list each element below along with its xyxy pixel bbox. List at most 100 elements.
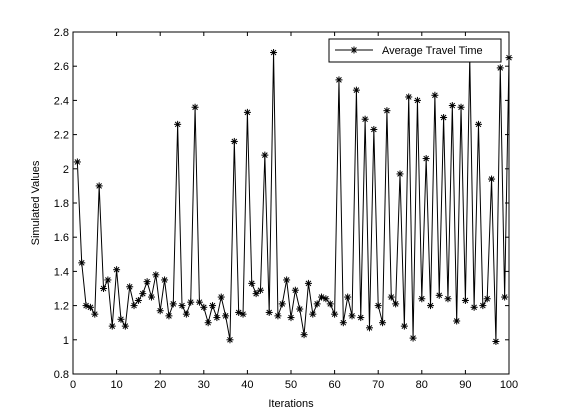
tick-labels: 0 10 20 30 40 50 60 70 80 90 100 0.8 1 1.2 1.4 1.6 1.8 2 2… (54, 27, 518, 391)
data-point (357, 314, 365, 322)
data-point (387, 293, 395, 301)
series-line-average-travel-time (76, 52, 510, 342)
data-point (309, 310, 317, 318)
x-tick-label: 60 (328, 379, 340, 391)
data-point (161, 276, 169, 284)
x-tick-label: 10 (110, 379, 122, 391)
data-point (270, 49, 278, 57)
y-tick-label: 2.2 (54, 130, 69, 142)
data-point (370, 125, 378, 133)
data-point (261, 151, 269, 159)
data-point (287, 314, 295, 322)
data-point (95, 182, 103, 190)
x-tick-label: 80 (416, 379, 428, 391)
data-point (191, 103, 199, 111)
data-point (422, 155, 430, 163)
y-tick-label: 1.6 (54, 232, 69, 244)
data-point (230, 137, 238, 145)
series-layer (73, 49, 513, 346)
data-point (501, 293, 509, 301)
x-axis-label: Iterations (268, 398, 314, 410)
data-point (134, 296, 142, 304)
data-point (73, 158, 81, 166)
data-point (435, 291, 443, 299)
data-point (178, 302, 186, 310)
x-tick-label: 0 (70, 379, 76, 391)
y-tick-label: 1.4 (54, 266, 69, 278)
data-point (296, 305, 304, 313)
x-tick-label: 20 (154, 379, 166, 391)
data-point (182, 310, 190, 318)
data-point (165, 312, 173, 320)
data-point (213, 314, 221, 322)
data-point (348, 312, 356, 320)
data-point (187, 298, 195, 306)
data-point (474, 120, 482, 128)
legend-box (328, 38, 502, 63)
data-point (313, 300, 321, 308)
data-point (104, 276, 112, 284)
data-point (440, 114, 448, 121)
data-point (479, 302, 487, 310)
y-tick-label: 2.6 (54, 61, 69, 73)
data-point (100, 285, 108, 292)
data-point (147, 293, 155, 301)
data-point (256, 286, 264, 294)
data-point (444, 295, 452, 303)
data-point (304, 279, 312, 287)
x-tick-label: 90 (459, 379, 471, 391)
data-point (335, 76, 343, 84)
data-point (200, 303, 208, 311)
y-axis-label: Simulated Values (30, 160, 42, 245)
y-tick-label: 1.8 (54, 198, 69, 210)
data-point (427, 302, 435, 310)
data-point (248, 279, 256, 287)
y-tick-label: 2 (63, 164, 69, 176)
data-point (331, 310, 339, 318)
y-tick-label: 1.2 (54, 301, 69, 313)
data-point (457, 103, 465, 111)
data-point (121, 322, 129, 330)
data-point (174, 120, 182, 128)
y-tick-label: 0.8 (54, 369, 69, 381)
data-point (461, 296, 469, 304)
x-tick-label: 70 (372, 379, 384, 391)
data-point (409, 334, 417, 342)
data-point (113, 266, 121, 274)
legend-marker (350, 46, 358, 54)
data-point (108, 322, 116, 330)
x-tick-label: 50 (285, 379, 297, 391)
data-point (453, 317, 461, 325)
data-point (448, 102, 456, 110)
data-point (392, 300, 400, 308)
data-point (274, 312, 282, 320)
x-tick-label: 30 (198, 379, 210, 391)
x-tick-label: 40 (241, 379, 253, 391)
data-point (130, 302, 138, 310)
x-tick-label: 100 (500, 379, 518, 391)
data-point (156, 307, 164, 315)
data-point (169, 300, 177, 308)
data-point (413, 96, 421, 104)
data-point (300, 331, 308, 339)
y-tick-label: 1 (63, 335, 69, 347)
data-point (326, 300, 334, 308)
data-point (431, 91, 439, 99)
data-point (291, 286, 299, 294)
data-point (195, 298, 203, 306)
data-point (396, 170, 404, 178)
data-point (204, 319, 212, 327)
data-point (217, 293, 225, 301)
data-point (78, 259, 86, 267)
data-point (152, 271, 160, 279)
data-point (492, 338, 500, 346)
data-point (470, 303, 478, 311)
data-point (239, 310, 247, 318)
data-point (278, 300, 286, 308)
data-point (344, 293, 352, 301)
data-point (226, 336, 234, 344)
data-point (283, 276, 291, 284)
data-point (365, 324, 373, 332)
data-point (361, 115, 369, 123)
data-point (143, 278, 151, 286)
